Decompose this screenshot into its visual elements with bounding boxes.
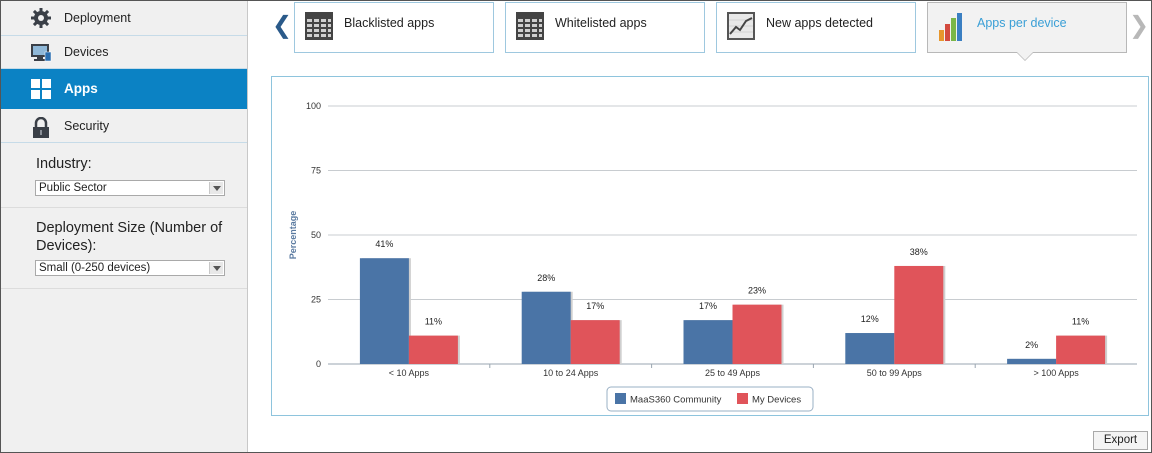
y-tick-label: 100 xyxy=(306,101,321,111)
industry-select-value: Public Sector xyxy=(39,182,107,194)
nav-item-security[interactable]: Security xyxy=(1,109,247,143)
tab-new-apps-detected[interactable]: New apps detected xyxy=(716,2,916,53)
bar xyxy=(408,335,458,364)
divider xyxy=(1,207,247,208)
tab-label: Blacklisted apps xyxy=(344,16,435,30)
data-label: 41% xyxy=(375,239,393,249)
legend-swatch xyxy=(615,393,626,404)
bar-chart-icon xyxy=(938,12,966,41)
chevron-down-icon xyxy=(209,262,223,274)
bar xyxy=(683,320,733,364)
legend-label: MaaS360 Community xyxy=(630,395,722,406)
data-label: 12% xyxy=(861,314,879,324)
tab-whitelisted-apps[interactable]: Whitelisted apps xyxy=(505,2,705,53)
industry-label: Industry: xyxy=(36,156,92,172)
nav-item-devices[interactable]: Devices xyxy=(1,36,247,69)
monitor-icon xyxy=(30,41,52,63)
data-label: 23% xyxy=(748,286,766,296)
industry-select[interactable]: Public Sector xyxy=(35,180,225,196)
y-tick-label: 0 xyxy=(316,359,321,369)
chart-panel: 0 25 50 75 100 Percentage 41% 11% < 10 Apps 28% 17… xyxy=(271,76,1149,416)
data-label: 2% xyxy=(1025,340,1038,350)
data-label: 28% xyxy=(537,273,555,283)
tab-label: Apps per device xyxy=(977,16,1067,30)
x-tick-label: > 100 Apps xyxy=(1033,368,1079,378)
data-label: 11% xyxy=(425,317,442,327)
bar xyxy=(1007,358,1057,364)
data-label: 11% xyxy=(1072,317,1089,327)
lock-icon xyxy=(30,116,52,139)
x-tick-label: 50 to 99 Apps xyxy=(867,368,923,378)
nav-item-deployment[interactable]: Deployment xyxy=(1,1,247,36)
bar xyxy=(570,320,620,364)
chevron-down-icon xyxy=(209,182,223,194)
line-chart-icon xyxy=(727,12,755,40)
chevron-left-icon[interactable]: ❮ xyxy=(272,12,293,39)
active-tab-pointer-fill xyxy=(1017,52,1033,60)
divider xyxy=(1,288,247,289)
tab-label: New apps detected xyxy=(766,16,874,30)
tab-apps-per-device[interactable]: Apps per device xyxy=(927,2,1127,53)
deployment-size-select[interactable]: Small (0-250 devices) xyxy=(35,260,225,276)
data-label: 38% xyxy=(910,247,928,257)
deployment-size-select-value: Small (0-250 devices) xyxy=(39,262,151,274)
nav-label-devices: Devices xyxy=(64,45,109,59)
nav-item-apps[interactable]: Apps xyxy=(1,69,247,109)
chevron-right-icon[interactable]: ❯ xyxy=(1129,12,1150,39)
nav-label-deployment: Deployment xyxy=(64,11,131,25)
deployment-size-label: Deployment Size (Number of Devices): xyxy=(36,220,223,254)
bar xyxy=(732,304,782,364)
apps-per-device-chart: 0 25 50 75 100 Percentage 41% 11% < 10 Apps 28% 17… xyxy=(288,101,1137,412)
bar xyxy=(894,265,944,364)
export-button[interactable]: Export xyxy=(1093,431,1148,450)
legend-label: My Devices xyxy=(752,395,801,406)
legend-swatch xyxy=(737,393,748,404)
y-tick-label: 25 xyxy=(311,295,321,305)
apps-grid-icon xyxy=(30,78,52,100)
legend-box xyxy=(606,386,814,412)
x-tick-label: 25 to 49 Apps xyxy=(705,368,761,378)
data-label: 17% xyxy=(699,301,717,311)
x-tick-label: < 10 Apps xyxy=(389,368,430,378)
y-axis-title: Percentage xyxy=(288,211,298,260)
table-grid-icon xyxy=(305,12,333,40)
tab-blacklisted-apps[interactable]: Blacklisted apps xyxy=(294,2,494,53)
tab-label: Whitelisted apps xyxy=(555,16,647,30)
gear-icon xyxy=(30,7,52,29)
x-tick-label: 10 to 24 Apps xyxy=(543,368,599,378)
bar xyxy=(359,258,409,364)
nav-label-apps: Apps xyxy=(64,81,98,96)
table-grid-icon xyxy=(516,12,544,40)
sidebar: Deployment Devices Apps xyxy=(1,1,248,452)
nav-label-security: Security xyxy=(64,118,110,133)
y-tick-label: 50 xyxy=(311,230,321,240)
y-tick-label: 75 xyxy=(311,166,321,176)
bar xyxy=(1056,335,1106,364)
bar xyxy=(521,291,571,364)
data-label: 17% xyxy=(586,301,604,311)
bar xyxy=(845,333,895,364)
